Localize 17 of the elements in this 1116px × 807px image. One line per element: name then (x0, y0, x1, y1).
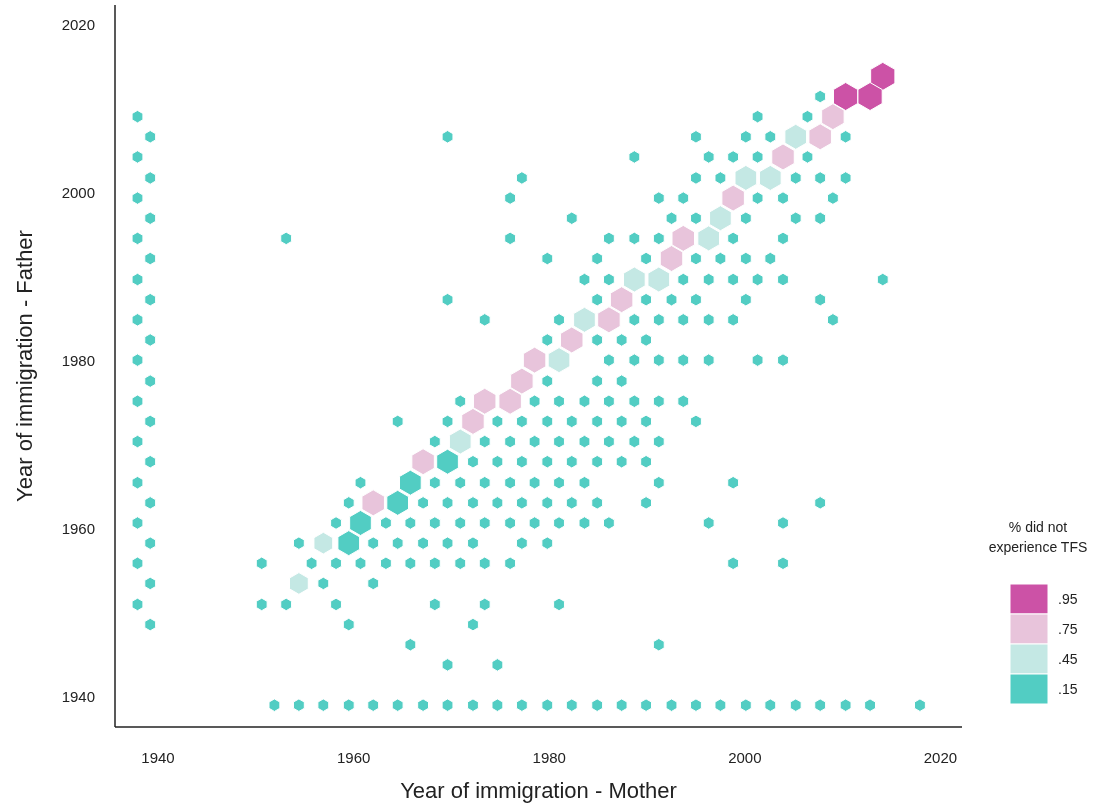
x-tick-label: 2000 (728, 749, 762, 766)
legend-label: .95 (1058, 591, 1078, 607)
legend-label: .15 (1058, 681, 1078, 697)
x-tick-label: 2020 (923, 749, 958, 766)
legend-label: .45 (1058, 651, 1078, 667)
x-tick-label: 1960 (336, 749, 371, 766)
y-tick-label: 1960 (61, 520, 95, 538)
legend-label: .75 (1058, 621, 1078, 637)
y-tick-label: 1980 (61, 352, 95, 370)
y-axis-title: Year of immigration - Father (12, 230, 37, 502)
x-tick-label: 1940 (141, 749, 175, 766)
legend-title: % did not experience TFS (988, 519, 1088, 555)
x-axis-title: Year of immigration - Mother (400, 778, 677, 803)
y-tick-label: 2000 (61, 184, 95, 202)
x-tick-label: 1980 (532, 749, 566, 766)
y-tick-label: 2020 (61, 16, 95, 34)
y-tick-label: 1940 (61, 688, 95, 706)
